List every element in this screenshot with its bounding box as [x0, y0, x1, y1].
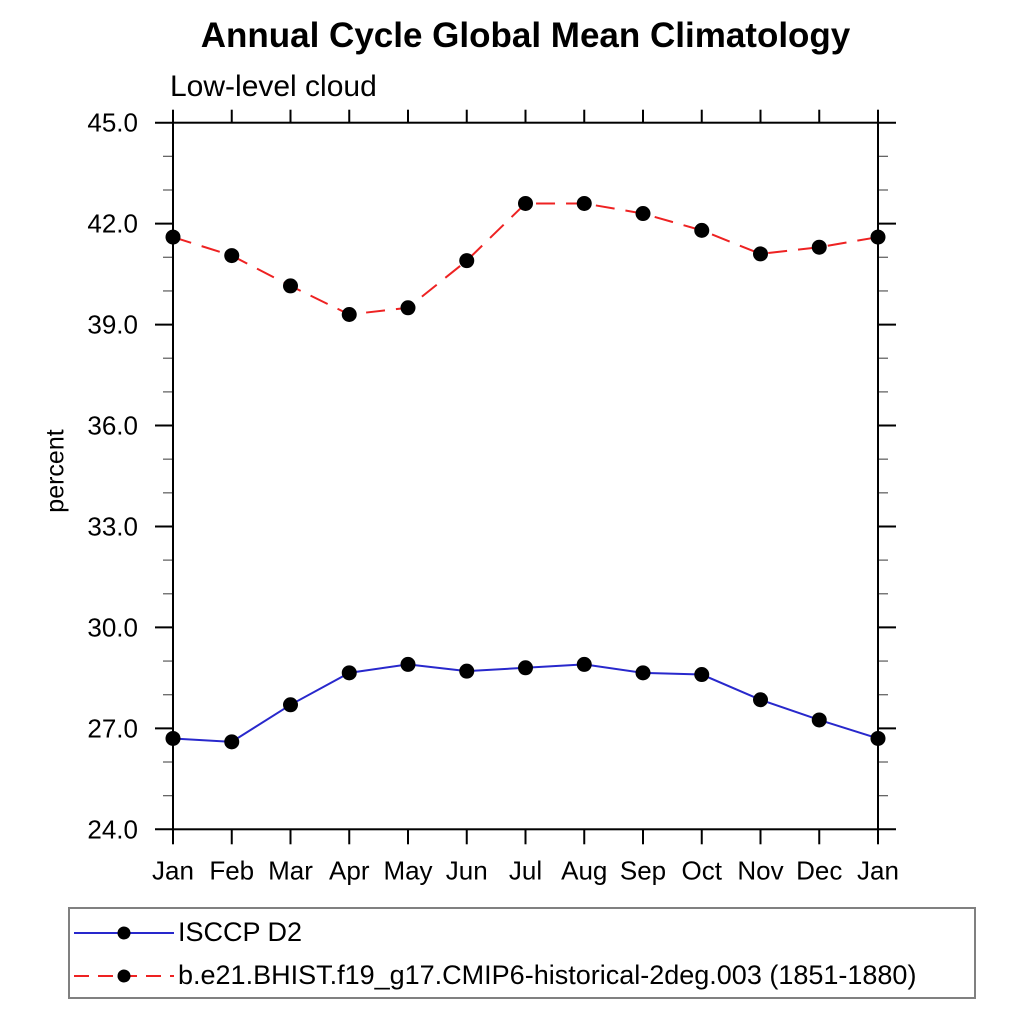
- data-point-marker: [635, 206, 651, 222]
- data-point-marker: [811, 239, 827, 255]
- chart-subtitle: Low-level cloud: [170, 70, 377, 103]
- data-point-marker: [694, 667, 710, 683]
- x-tick-label: May: [383, 855, 432, 885]
- legend-marker: [117, 926, 131, 939]
- y-tick-label: 39.0: [87, 310, 138, 340]
- data-point-marker: [811, 712, 827, 728]
- x-tick-label: Oct: [682, 855, 723, 885]
- x-tick-label: Jul: [509, 855, 542, 885]
- data-point-marker: [165, 730, 181, 746]
- plot-border: [172, 121, 879, 831]
- chart-title: Annual Cycle Global Mean Climatology: [200, 16, 851, 55]
- data-point-marker: [165, 229, 181, 245]
- data-point-marker: [341, 665, 357, 681]
- x-tick-label: Feb: [209, 855, 254, 885]
- y-tick-label: 30.0: [87, 612, 138, 642]
- data-point-marker: [400, 300, 416, 316]
- x-tick-label: Sep: [620, 855, 666, 885]
- legend-label: b.e21.BHIST.f19_g17.CMIP6-historical-2de…: [178, 960, 917, 990]
- legend-line-sample: [74, 926, 174, 939]
- series-line-1: [172, 202, 879, 316]
- data-point-marker: [224, 248, 240, 264]
- legend-line-sample: [74, 969, 174, 982]
- x-tick-label: Jan: [857, 855, 899, 885]
- x-tick-label: Jun: [446, 855, 488, 885]
- data-point-marker: [753, 692, 768, 708]
- x-tick-label: Nov: [737, 855, 783, 885]
- x-tick-label: Aug: [561, 855, 607, 885]
- data-point-marker: [576, 195, 592, 211]
- data-point-marker: [341, 306, 357, 322]
- legend-box: ISCCP D2 b.e21.BHIST.f19_g17.CMIP6-histor…: [68, 907, 976, 999]
- legend-item-0: ISCCP D2: [70, 911, 974, 954]
- data-point-marker: [635, 665, 651, 681]
- data-point-marker: [518, 195, 533, 211]
- data-point-marker: [753, 246, 768, 262]
- data-point-marker: [694, 222, 710, 238]
- data-point-marker: [283, 697, 298, 713]
- data-point-marker: [870, 229, 886, 245]
- data-point-marker: [400, 656, 416, 672]
- data-point-marker: [459, 663, 475, 679]
- x-tick-label: Mar: [268, 855, 313, 885]
- y-tick-label: 24.0: [87, 814, 138, 844]
- data-point-marker: [459, 253, 475, 269]
- data-point-marker: [870, 730, 886, 746]
- x-tick-label: Apr: [329, 855, 370, 885]
- y-tick-label: 42.0: [87, 209, 138, 239]
- y-tick-label: 33.0: [87, 511, 138, 541]
- y-tick-label: 36.0: [87, 411, 138, 441]
- data-point-marker: [518, 660, 533, 676]
- series-line-0: [172, 663, 879, 743]
- y-tick-label: 27.0: [87, 713, 138, 743]
- legend-marker: [117, 969, 131, 982]
- legend-label: ISCCP D2: [178, 917, 303, 947]
- legend-item-1: b.e21.BHIST.f19_g17.CMIP6-historical-2de…: [70, 954, 974, 997]
- data-point-marker: [576, 656, 592, 672]
- data-point-marker: [283, 278, 298, 294]
- x-tick-label: Dec: [796, 855, 842, 885]
- y-tick-label: 45.0: [87, 108, 138, 138]
- data-point-marker: [224, 734, 240, 750]
- x-tick-label: Jan: [152, 855, 194, 885]
